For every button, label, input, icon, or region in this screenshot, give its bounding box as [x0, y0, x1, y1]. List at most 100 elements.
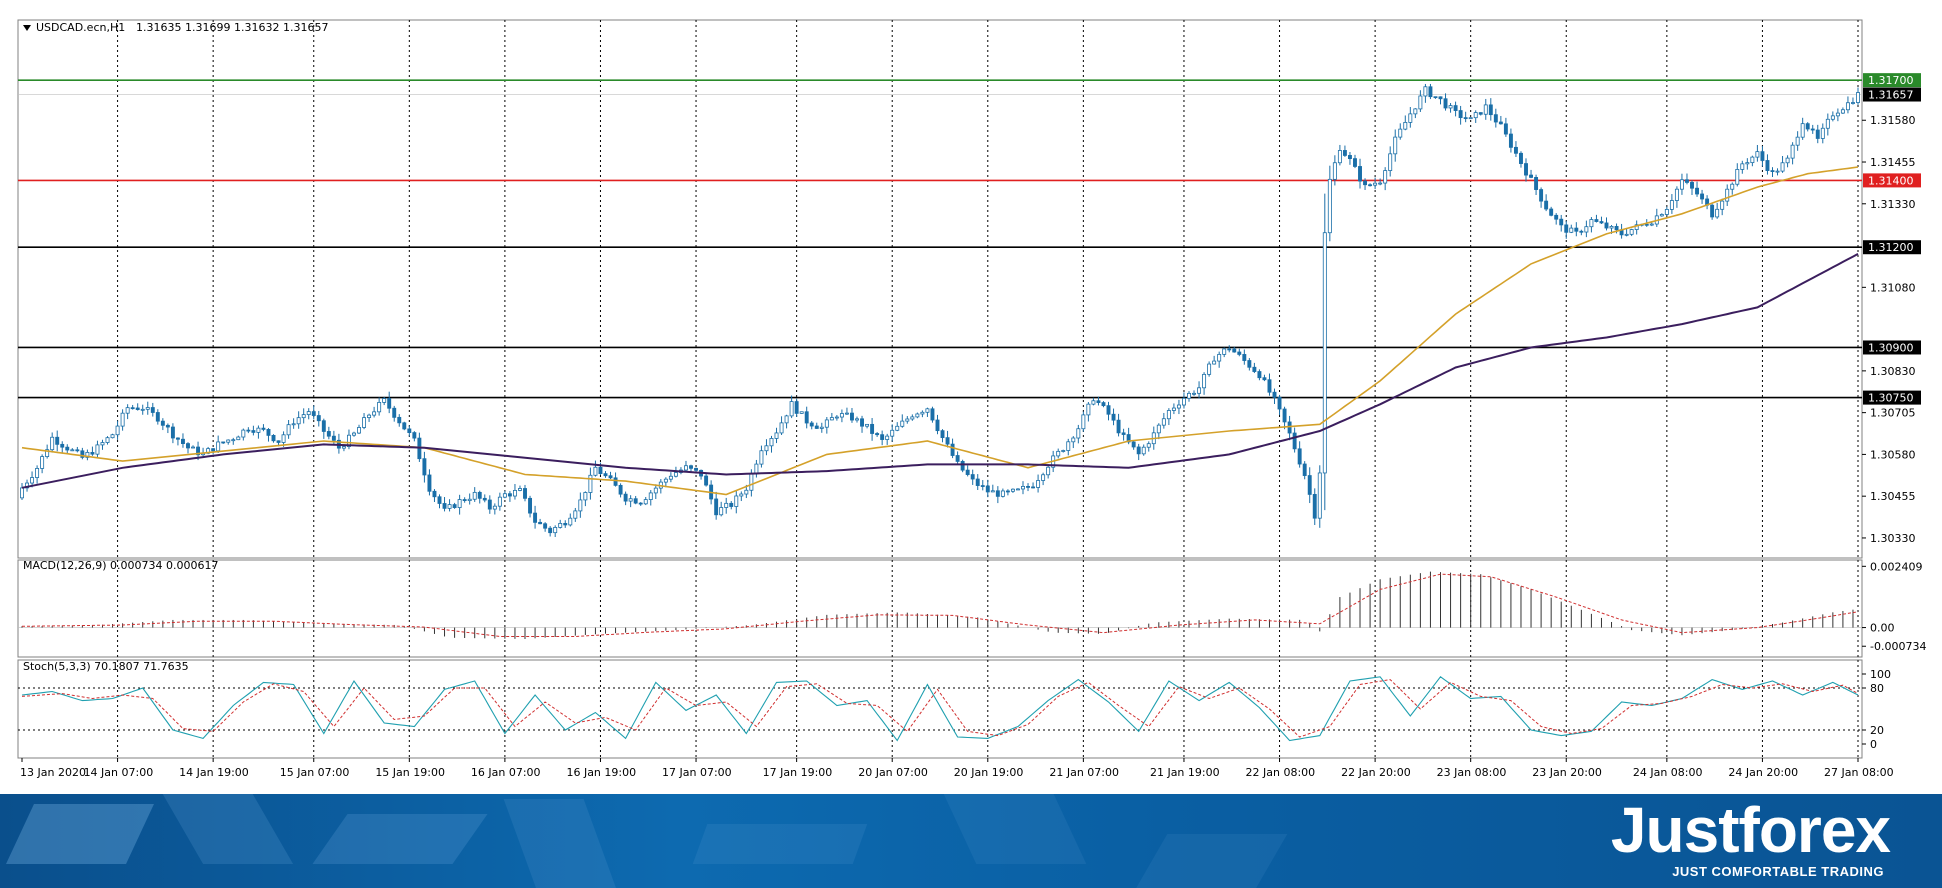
candle	[1554, 213, 1559, 225]
candle-body	[809, 422, 814, 427]
candle-body	[1564, 224, 1569, 233]
candle-body	[935, 419, 940, 432]
candle	[1327, 165, 1332, 242]
candle	[447, 499, 452, 512]
candle-body	[45, 449, 50, 457]
candle-body	[1342, 150, 1347, 156]
candle-body	[1126, 434, 1131, 443]
candle-body	[1247, 360, 1252, 368]
candle	[875, 432, 880, 437]
candle-body	[442, 503, 447, 509]
candle	[1116, 413, 1121, 437]
candle	[50, 432, 55, 453]
candle-body	[100, 442, 105, 446]
candle	[1534, 174, 1539, 195]
candle-body	[593, 466, 598, 476]
candle-body	[1825, 118, 1830, 129]
candle-body	[1237, 351, 1242, 355]
candle	[1584, 220, 1589, 238]
candle	[457, 494, 462, 515]
candle-body	[1840, 109, 1845, 114]
candle	[186, 442, 190, 454]
candle	[497, 492, 502, 511]
candle	[1081, 411, 1086, 432]
candle	[397, 414, 402, 427]
candle-body	[1182, 397, 1186, 406]
candle	[427, 469, 432, 496]
candle-body	[165, 424, 170, 428]
candle	[538, 518, 543, 525]
candle-body	[1685, 179, 1689, 183]
candle	[256, 425, 261, 439]
candle-body	[638, 502, 643, 505]
candle	[1443, 93, 1448, 111]
candle	[1483, 98, 1488, 120]
candle	[452, 502, 457, 509]
candle	[739, 491, 744, 502]
candle	[306, 408, 311, 420]
candle-body	[1187, 392, 1191, 399]
macd-tick-label: -0.000734	[1870, 640, 1926, 653]
candle	[910, 414, 915, 421]
candle	[1342, 145, 1347, 157]
candle	[553, 525, 558, 537]
candle	[1207, 361, 1212, 377]
candle	[1358, 158, 1362, 189]
candle	[1257, 369, 1262, 381]
candle-body	[960, 461, 965, 471]
symbol-label[interactable]: USDCAD.ecn,H1	[36, 21, 125, 34]
candle	[608, 471, 613, 480]
symbol-dropdown-icon[interactable]	[23, 25, 31, 31]
candle	[1383, 167, 1388, 191]
candle	[1010, 488, 1015, 493]
candle-body	[1549, 208, 1554, 216]
candle-body	[326, 431, 331, 437]
candle-body	[523, 488, 527, 499]
macd-signal-line	[21, 573, 1859, 637]
candle	[1031, 482, 1036, 489]
candle-body	[618, 484, 623, 495]
price-tick-label: 1.30455	[1870, 490, 1916, 503]
candle	[1176, 399, 1181, 415]
candle-body	[1614, 226, 1619, 231]
candle-body	[1720, 200, 1725, 210]
candle	[533, 505, 538, 529]
candle	[568, 513, 573, 527]
candle-body	[819, 426, 824, 429]
candle	[900, 414, 905, 428]
candle	[819, 422, 824, 433]
candle-body	[1322, 232, 1327, 474]
candle	[1790, 142, 1795, 165]
price-tick-label: 1.31580	[1870, 114, 1916, 127]
candle	[1730, 182, 1735, 195]
candle	[492, 503, 497, 515]
candle-body	[1393, 136, 1398, 155]
candle	[940, 429, 945, 443]
candle-body	[1207, 363, 1212, 375]
candle-body	[502, 493, 507, 498]
candle-body	[865, 423, 870, 427]
candle-body	[910, 416, 915, 420]
candle	[1634, 220, 1639, 235]
candle-body	[1192, 392, 1196, 395]
candle	[573, 507, 578, 522]
price-tick-label: 1.30705	[1870, 407, 1916, 420]
candle	[1851, 97, 1855, 105]
candle-body	[1000, 490, 1005, 497]
candle-body	[512, 490, 517, 497]
candle	[477, 490, 482, 504]
candle-body	[729, 502, 734, 507]
candle-body	[457, 499, 462, 508]
candle-body	[1503, 123, 1508, 135]
candle-body	[362, 417, 367, 428]
candle-body	[40, 456, 45, 469]
candle	[1000, 488, 1005, 498]
candle	[1413, 108, 1418, 119]
candle	[1564, 220, 1569, 239]
candle	[1418, 90, 1423, 112]
candle	[1016, 488, 1020, 491]
candle-body	[789, 401, 794, 417]
candle	[970, 469, 975, 485]
candle	[1423, 83, 1428, 103]
candle	[754, 459, 759, 478]
